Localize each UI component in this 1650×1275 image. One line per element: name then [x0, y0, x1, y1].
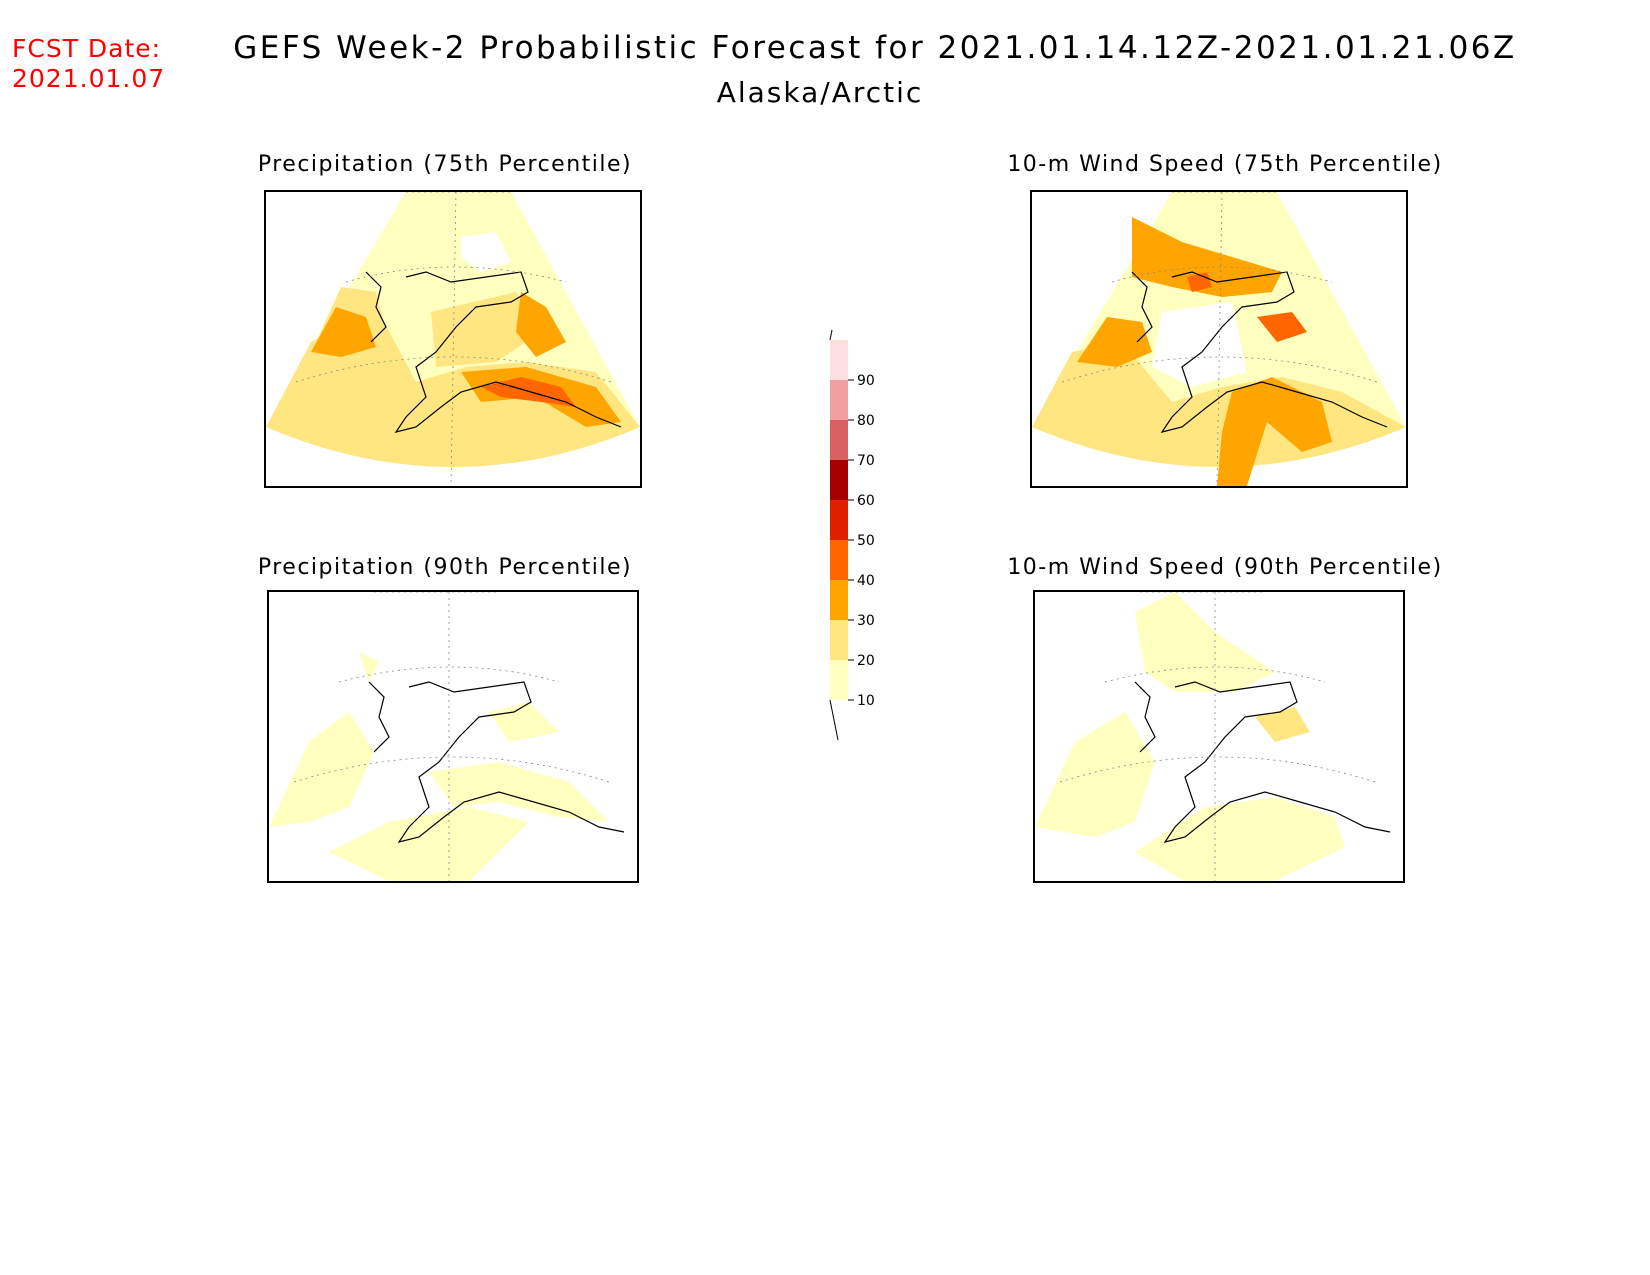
- colorbar-tick-label: 10: [857, 693, 875, 709]
- colorbar-labels: 10 20 30 40 50 60 70 80 90: [848, 373, 875, 709]
- colorbar-swatch: [830, 580, 848, 620]
- colorbar-tick-label: 50: [857, 533, 875, 549]
- colorbar-swatch: [830, 420, 848, 460]
- map-precip-90: [267, 590, 639, 883]
- colorbar-tick-label: 30: [857, 613, 875, 629]
- colorbar-swatches: [829, 330, 848, 741]
- fcst-date-value: 2021.01.07: [12, 64, 166, 93]
- page-title: GEFS Week-2 Probabilistic Forecast for 2…: [233, 30, 1517, 66]
- colorbar-tick-label: 80: [857, 413, 875, 429]
- map-wind-90-plot: [1035, 592, 1403, 881]
- colorbar-swatch: [830, 500, 848, 540]
- colorbar-top-end: [829, 330, 833, 341]
- map-wind-75-plot: [1032, 192, 1406, 486]
- colorbar-tick-label: 60: [857, 493, 875, 509]
- colorbar-tick-label: 70: [857, 453, 875, 469]
- forecast-date-block: FCST Date: 2021.01.07: [12, 34, 165, 94]
- map-wind-90: [1033, 590, 1405, 883]
- colorbar-bottom-end: [829, 699, 839, 741]
- panel-title-precip-75: Precipitation (75th Percentile): [257, 152, 633, 177]
- colorbar-swatch: [830, 380, 848, 420]
- fcst-date-label: FCST Date:: [12, 34, 162, 63]
- panel-title-wind-75: 10-m Wind Speed (75th Percentile): [1007, 152, 1443, 177]
- panel-title-precip-90: Precipitation (90th Percentile): [257, 555, 633, 580]
- colorbar-swatch: [830, 460, 848, 500]
- colorbar-tick-label: 40: [857, 573, 875, 589]
- map-precip-75-plot: [266, 192, 640, 486]
- panel-title-wind-90: 10-m Wind Speed (90th Percentile): [1007, 555, 1443, 580]
- colorbar-swatch: [830, 660, 848, 700]
- map-precip-90-plot: [269, 592, 637, 881]
- colorbar-swatch: [830, 620, 848, 660]
- region-subtitle: Alaska/Arctic: [716, 76, 924, 109]
- map-precip-75: [264, 190, 642, 488]
- colorbar-tick-label: 20: [857, 653, 875, 669]
- colorbar-swatch: [830, 540, 848, 580]
- colorbar-legend: 10 20 30 40 50 60 70 80 90: [829, 330, 875, 741]
- colorbar-swatch: [830, 340, 848, 380]
- map-wind-75: [1030, 190, 1408, 488]
- colorbar-tick-label: 90: [857, 373, 875, 389]
